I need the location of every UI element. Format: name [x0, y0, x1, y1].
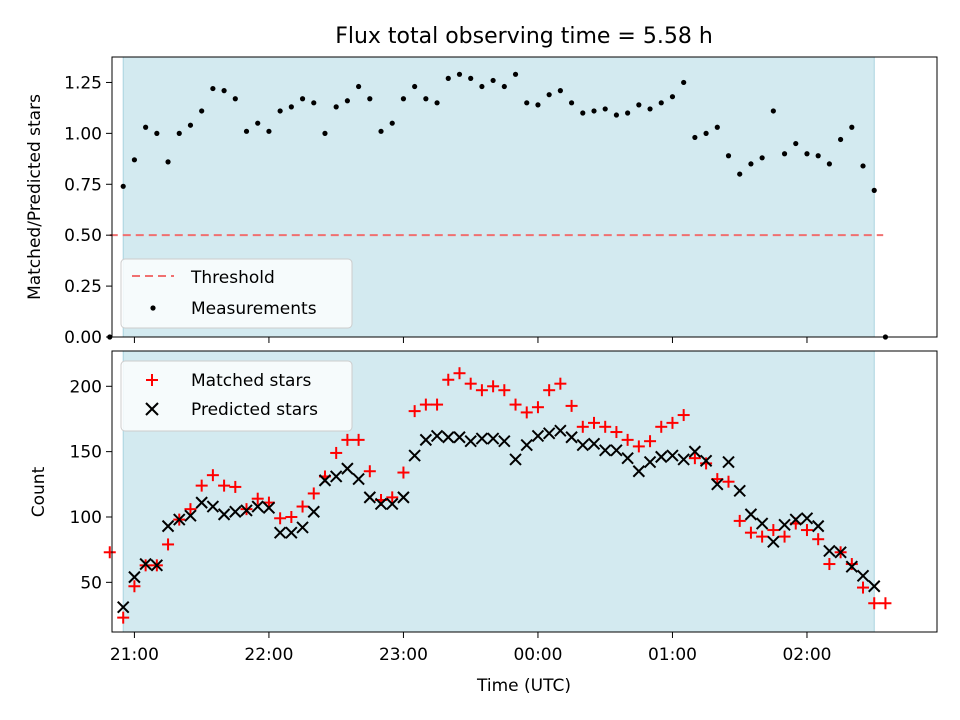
- measurement-point: [558, 88, 563, 93]
- measurement-point: [177, 131, 182, 136]
- measurement-point: [603, 106, 608, 111]
- measurement-point: [165, 159, 170, 164]
- measurement-point: [782, 151, 787, 156]
- measurement-point: [726, 153, 731, 158]
- measurement-point: [670, 94, 675, 99]
- measurement-point: [143, 125, 148, 130]
- legend-measurements-label: Measurements: [191, 299, 317, 319]
- x-tick-label: 01:00: [648, 645, 697, 665]
- measurement-point: [233, 96, 238, 101]
- measurement-point: [446, 76, 451, 81]
- measurement-point: [244, 129, 249, 134]
- measurement-point: [591, 108, 596, 113]
- top-legend: Threshold Measurements: [121, 259, 352, 328]
- measurement-point: [771, 108, 776, 113]
- measurement-point: [524, 100, 529, 105]
- measurement-point: [659, 100, 664, 105]
- bottom-y-tick-label: 50: [80, 573, 102, 593]
- measurement-point: [423, 96, 428, 101]
- measurement-point: [692, 135, 697, 140]
- measurement-point: [255, 121, 260, 126]
- measurement-point: [356, 84, 361, 89]
- bottom-y-tick-label: 150: [70, 443, 102, 463]
- bottom-y-axis-label: Count: [29, 466, 49, 517]
- measurement-point: [468, 76, 473, 81]
- measurement-point: [703, 131, 708, 136]
- measurement-point: [210, 86, 215, 91]
- top-y-tick-label: 0.75: [64, 175, 102, 195]
- measurement-point: [804, 151, 809, 156]
- top-y-tick-label: 0.00: [64, 328, 102, 348]
- x-tick-label: 21:00: [110, 645, 159, 665]
- measurement-point: [569, 100, 574, 105]
- top-y-tick-label: 1.25: [64, 73, 102, 93]
- measurement-point: [334, 104, 339, 109]
- top-y-tick-label: 1.00: [64, 124, 102, 144]
- measurement-point: [827, 161, 832, 166]
- measurement-point: [513, 72, 518, 77]
- measurement-point: [479, 84, 484, 89]
- measurement-point: [221, 88, 226, 93]
- top-y-tick-label: 0.25: [64, 277, 102, 297]
- x-tick-label: 22:00: [244, 645, 293, 665]
- bottom-legend: Matched stars Predicted stars: [121, 361, 352, 431]
- measurement-point: [266, 129, 271, 134]
- measurement-point: [681, 80, 686, 85]
- measurement-point: [367, 96, 372, 101]
- measurement-point: [860, 163, 865, 168]
- measurement-point: [278, 108, 283, 113]
- measurement-point: [636, 102, 641, 107]
- measurement-point: [188, 123, 193, 128]
- measurement-point: [390, 121, 395, 126]
- measurement-point: [547, 92, 552, 97]
- x-axis-label: Time (UTC): [476, 676, 571, 696]
- measurement-point: [793, 141, 798, 146]
- measurement-point: [289, 104, 294, 109]
- measurement-point: [614, 112, 619, 117]
- measurement-point: [378, 129, 383, 134]
- measurement-point: [345, 98, 350, 103]
- x-tick-label: 00:00: [513, 645, 562, 665]
- measurement-point: [322, 131, 327, 136]
- measurement-point: [434, 100, 439, 105]
- legend-measurements-swatch: [150, 305, 155, 310]
- measurement-point: [199, 108, 204, 113]
- measurement-point: [121, 184, 126, 189]
- top-chart-title: Flux total observing time = 5.58 h: [335, 24, 713, 49]
- bottom-y-tick-label: 100: [70, 508, 102, 528]
- measurement-point: [491, 78, 496, 83]
- measurement-point: [535, 102, 540, 107]
- measurement-point: [311, 100, 316, 105]
- measurement-point: [816, 153, 821, 158]
- measurement-point: [401, 96, 406, 101]
- measurement-point: [625, 110, 630, 115]
- measurement-point: [412, 84, 417, 89]
- x-tick-label: 23:00: [379, 645, 428, 665]
- measurement-point: [748, 161, 753, 166]
- measurement-point: [502, 84, 507, 89]
- x-tick-label: 02:00: [782, 645, 831, 665]
- measurement-point: [872, 188, 877, 193]
- figure: Flux total observing time = 5.58 h 0.00 0…: [0, 0, 960, 720]
- top-y-tick-label: 0.50: [64, 226, 102, 246]
- measurement-point: [849, 125, 854, 130]
- measurement-point: [647, 106, 652, 111]
- measurement-point: [715, 125, 720, 130]
- measurement-point: [838, 137, 843, 142]
- measurement-point: [300, 96, 305, 101]
- measurement-point: [154, 131, 159, 136]
- legend-predicted-label: Predicted stars: [191, 400, 318, 420]
- measurement-point: [760, 155, 765, 160]
- top-y-axis-label: Matched/Predicted stars: [25, 94, 45, 300]
- legend-threshold-label: Threshold: [190, 268, 275, 288]
- bottom-y-tick-label: 200: [70, 377, 102, 397]
- legend-matched-label: Matched stars: [191, 371, 311, 391]
- measurement-point: [132, 157, 137, 162]
- measurement-point: [580, 110, 585, 115]
- measurement-point: [457, 72, 462, 77]
- measurement-point: [737, 171, 742, 176]
